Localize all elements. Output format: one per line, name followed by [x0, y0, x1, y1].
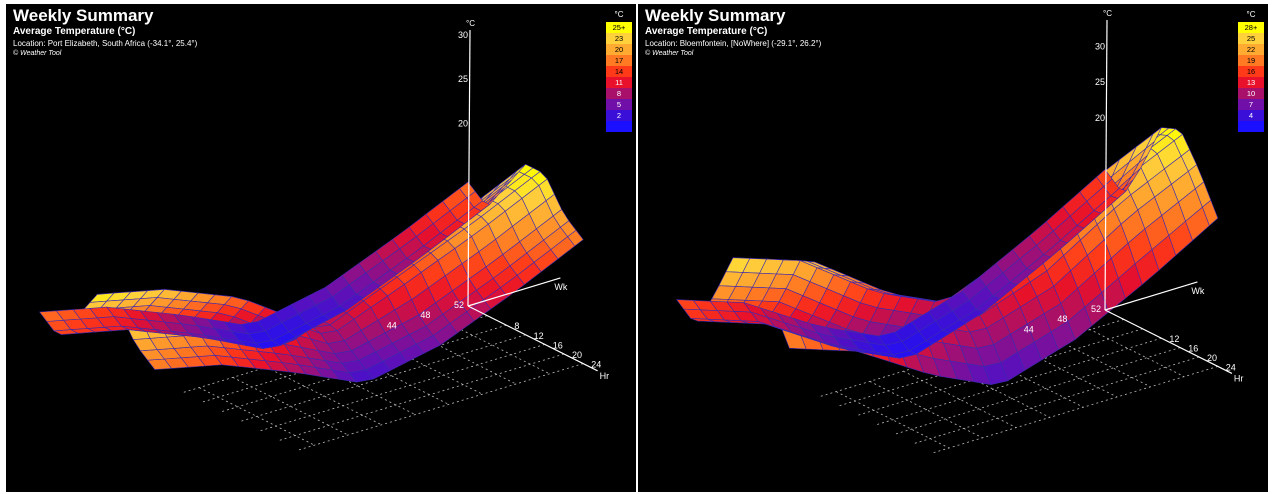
z-axis-label: °C	[1103, 9, 1112, 18]
legend-swatch: 22	[1238, 44, 1264, 55]
legend-swatch: 13	[1238, 77, 1264, 88]
temperature-surface	[675, 127, 1219, 385]
grid-line	[836, 391, 950, 449]
chart-subtitle: Average Temperature (°C)	[645, 26, 768, 37]
legend-swatch	[1238, 121, 1264, 132]
y-tick-label: 52	[1091, 304, 1101, 314]
legend-swatch: 20	[606, 44, 632, 55]
temperature-axis-line	[467, 29, 471, 307]
x-tick-label: 12	[1169, 334, 1179, 344]
z-tick-label: 30	[458, 30, 468, 40]
y-tick-label: 44	[387, 320, 397, 330]
chart-credit: © Weather Tool	[13, 50, 62, 57]
z-tick-label: 30	[1095, 41, 1105, 51]
chart-title: Weekly Summary	[645, 6, 786, 25]
chart-credit: © Weather Tool	[645, 50, 694, 57]
hour-axis-line	[1104, 309, 1233, 374]
legend-swatch: 14	[606, 66, 632, 77]
x-tick-label: 24	[591, 360, 601, 370]
grid-line	[903, 370, 1017, 428]
surface-cell	[459, 181, 476, 199]
y-axis-label: Wk	[1191, 286, 1204, 296]
axes: 12 16 20 24 44 48 52 20 25 30 Hr Wk °C	[1024, 9, 1244, 383]
chart-header: Weekly Summary Average Temperature (°C) …	[645, 6, 821, 58]
grid-line	[199, 387, 315, 446]
z-axis-label: °C	[466, 19, 475, 28]
legend-unit: °C	[614, 10, 624, 19]
legend-unit: °C	[1246, 10, 1256, 19]
z-tick-label: 25	[458, 74, 468, 84]
x-tick-label: 20	[572, 350, 582, 360]
legend-swatch: 7	[1238, 99, 1264, 110]
chart-panel-bloemfontein: 12 16 20 24 44 48 52 20 25 30 Hr Wk °C Weekly Summar…	[638, 4, 1268, 492]
chart-panel-port-elizabeth: 8 12 16 20 24 44 48 52 20 25 30 Hr Wk °C Weekly Summa…	[6, 4, 636, 492]
hour-axis-line	[467, 305, 598, 372]
temperature-axis-line	[1104, 19, 1108, 311]
surface-cell	[1096, 169, 1113, 187]
y-axis-label: Wk	[554, 282, 567, 292]
legend-swatch: 16	[1238, 66, 1264, 77]
legend-swatch: 25+	[606, 22, 632, 33]
week-axis-line	[1104, 281, 1198, 311]
grid-line	[266, 366, 382, 426]
legend-swatch: 23	[606, 33, 632, 44]
grid-line	[869, 381, 983, 439]
surface-plot: 8 12 16 20 24 44 48 52 20 25 30 Hr Wk °C	[39, 19, 609, 451]
chart-header: Weekly Summary Average Temperature (°C) …	[13, 6, 197, 58]
temperature-surface	[39, 163, 584, 383]
x-tick-label: 20	[1207, 353, 1217, 363]
color-legend: °C 28+ 25 22 19 16 13 10 7 4	[1238, 8, 1264, 132]
x-axis-label: Hr	[1234, 373, 1244, 383]
chart-location: Location: Port Elizabeth, South Africa (…	[13, 39, 198, 48]
x-tick-label: 12	[534, 331, 544, 341]
grid-line	[232, 377, 349, 436]
week-axis-line	[467, 277, 561, 307]
chart-location: Location: Bloemfontein, [NoWhere] (-29.1…	[645, 39, 822, 48]
z-tick-label: 20	[1095, 113, 1105, 123]
x-tick-label: 16	[553, 340, 563, 350]
x-tick-label: 16	[1188, 344, 1198, 354]
y-tick-label: 48	[420, 310, 430, 320]
x-tick-label: 8	[514, 321, 519, 331]
axes: 8 12 16 20 24 44 48 52 20 25 30 Hr Wk °C	[387, 19, 609, 381]
legend-swatch: 4	[1238, 110, 1264, 121]
y-tick-label: 48	[1057, 314, 1067, 324]
legend-swatch: 5	[606, 99, 632, 110]
legend-swatch: 19	[1238, 55, 1264, 66]
legend-swatch: 28+	[1238, 22, 1264, 33]
chart-title: Weekly Summary	[13, 6, 154, 25]
legend-swatch	[606, 121, 632, 132]
legend-swatch: 2	[606, 110, 632, 121]
legend-swatch: 8	[606, 88, 632, 99]
z-tick-label: 25	[1095, 77, 1105, 87]
legend-swatch: 11	[606, 77, 632, 88]
chart-subtitle: Average Temperature (°C)	[13, 26, 136, 37]
x-tick-label: 24	[1226, 362, 1236, 372]
surface-plot: 12 16 20 24 44 48 52 20 25 30 Hr Wk °C	[675, 9, 1244, 454]
x-axis-label: Hr	[600, 371, 610, 381]
legend-swatch: 25	[1238, 33, 1264, 44]
color-legend: °C 25+ 23 20 17 14 11 8 5 2	[606, 8, 632, 132]
legend-swatch: 17	[606, 55, 632, 66]
grid-line	[1071, 319, 1185, 377]
z-tick-label: 20	[458, 118, 468, 128]
y-tick-label: 44	[1024, 324, 1034, 334]
legend-swatch: 10	[1238, 88, 1264, 99]
y-tick-label: 52	[454, 300, 464, 310]
